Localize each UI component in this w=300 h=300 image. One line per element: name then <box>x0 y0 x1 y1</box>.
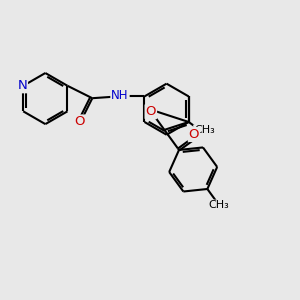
Text: O: O <box>146 105 156 118</box>
Text: NH: NH <box>111 88 129 101</box>
Text: CH₃: CH₃ <box>209 200 230 211</box>
Text: O: O <box>189 128 199 141</box>
Text: O: O <box>75 116 85 128</box>
Text: N: N <box>17 79 27 92</box>
Text: CH₃: CH₃ <box>194 125 215 135</box>
